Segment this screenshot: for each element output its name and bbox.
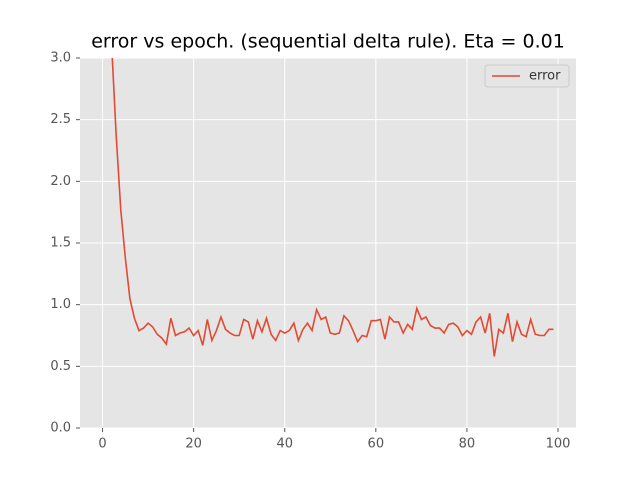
ticks: 0.0 0.5 1.0 1.5 2.0 2.5 3.0 0 20 40 60 80 100: [50, 51, 570, 452]
legend-label: error: [529, 69, 561, 84]
chart-title: error vs epoch. (sequential delta rule).…: [91, 31, 565, 53]
y-tick-label: 1.5: [50, 236, 71, 251]
x-tick-label: 0: [98, 437, 106, 452]
x-tick-label: 60: [368, 437, 385, 452]
data-line: [111, 58, 554, 357]
y-tick-label: 3.0: [50, 51, 71, 66]
x-tick-label: 40: [276, 437, 293, 452]
y-tick-label: 2.5: [50, 112, 71, 127]
x-tick-label: 20: [185, 437, 202, 452]
legend: error: [484, 64, 570, 88]
lines: [111, 58, 554, 357]
x-tick-label: 100: [546, 437, 571, 452]
x-tick-label: 80: [459, 437, 476, 452]
y-tick-label: 1.0: [50, 297, 71, 312]
y-tick-label: 0.5: [50, 359, 71, 374]
grid: [80, 57, 576, 429]
legend-box: [484, 64, 570, 88]
y-tick-label: 2.0: [50, 174, 71, 189]
y-tick-label: 0.0: [50, 421, 71, 436]
